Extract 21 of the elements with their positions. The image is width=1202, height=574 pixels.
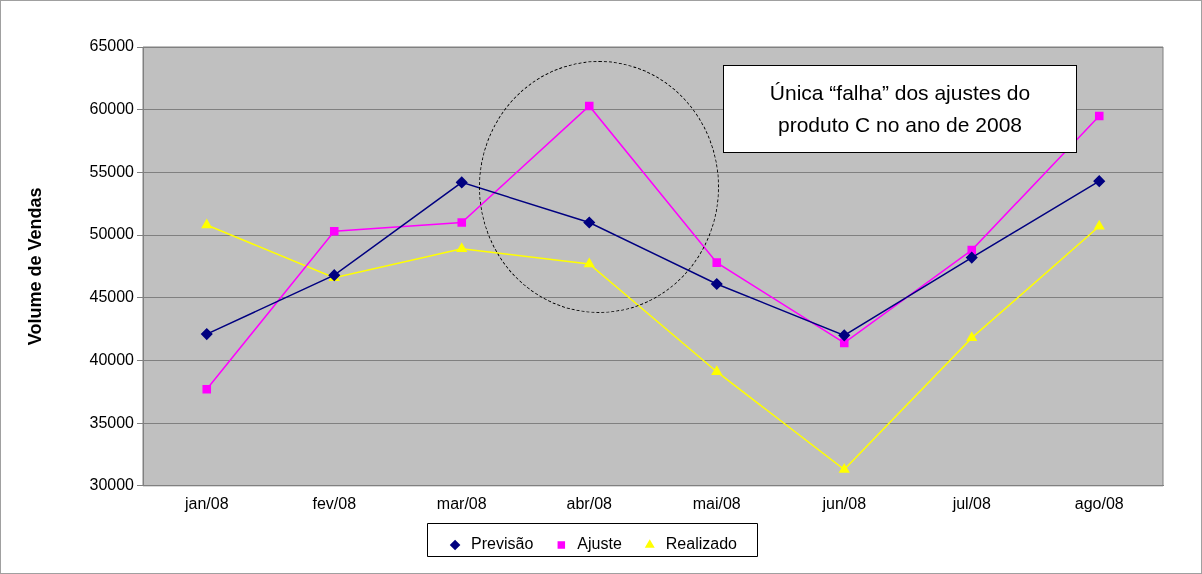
x-tick-label: jun/08 bbox=[821, 494, 867, 512]
x-tick-label: ago/08 bbox=[1074, 494, 1124, 512]
legend-label: Previsão bbox=[471, 535, 534, 553]
x-tick-label: mai/08 bbox=[692, 494, 741, 512]
y-tick-label: 65000 bbox=[89, 37, 135, 55]
y-tick-label: 35000 bbox=[89, 413, 135, 431]
y-tick-label: 40000 bbox=[89, 350, 135, 368]
y-tick-label: 55000 bbox=[89, 162, 135, 180]
y-tick-label: 30000 bbox=[89, 476, 135, 494]
y-tick-label: 50000 bbox=[89, 225, 135, 243]
y-tick-label: 60000 bbox=[89, 100, 135, 118]
x-tick-label: jan/08 bbox=[183, 494, 229, 512]
y-tick-label: 45000 bbox=[89, 288, 135, 306]
y-axis-title: Volume de Vendas bbox=[24, 187, 45, 346]
legend-label: Realizado bbox=[665, 535, 738, 553]
x-tick-label: jul/08 bbox=[951, 494, 991, 512]
x-tick-label: fev/08 bbox=[312, 494, 357, 512]
x-tick-label: abr/08 bbox=[566, 494, 613, 512]
x-tick-label: mar/08 bbox=[436, 494, 487, 512]
legend-label: Ajuste bbox=[577, 535, 622, 553]
callout-box: Única “falha” dos ajustes do produto C no ano de 2008 bbox=[723, 65, 1077, 153]
